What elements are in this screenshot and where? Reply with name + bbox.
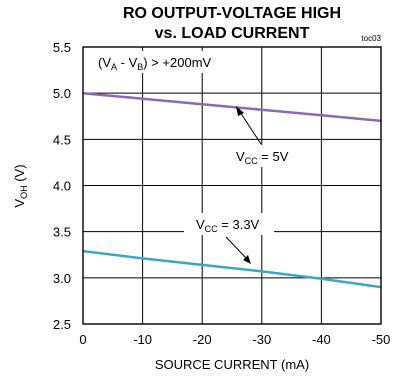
- x-axis-label: SOURCE CURRENT (mA): [155, 357, 309, 372]
- series-2-label: VCC = 3.3V: [196, 217, 260, 234]
- series-line-2: [82, 249, 382, 289]
- series-line-1: [82, 91, 382, 123]
- y-axis-label: VOH (V): [12, 164, 29, 207]
- x-tick-label: -10: [133, 332, 152, 347]
- series-lines: [82, 91, 382, 289]
- y-tick-label: 4.0: [53, 179, 71, 194]
- chart-title-line1: RO OUTPUT-VOLTAGE HIGH: [123, 5, 341, 22]
- y-tick-label: 3.5: [53, 225, 71, 240]
- y-tick-label: 4.5: [53, 132, 71, 147]
- series-2-pointer-arrowhead: [243, 255, 251, 264]
- y-tick-label: 5.5: [53, 40, 71, 55]
- series-1-label: VCC = 5V: [236, 149, 289, 166]
- x-tick-labels: 0 -10 -20 -30 -40 -50: [79, 332, 390, 347]
- series-2-label-bg: [184, 213, 274, 235]
- x-tick-label: -50: [372, 332, 391, 347]
- condition-label-bg: [92, 51, 228, 73]
- plot-grid: [82, 46, 382, 325]
- x-tick-label: 0: [79, 332, 86, 347]
- series-1-label-bg: [224, 145, 300, 167]
- plot-frame: [82, 46, 382, 325]
- series-2-pointer: [225, 236, 247, 259]
- chart-title-line2: vs. LOAD CURRENT: [155, 25, 310, 42]
- x-tick-label: -40: [312, 332, 331, 347]
- y-tick-label: 3.0: [53, 271, 71, 286]
- y-tick-label: 5.0: [53, 86, 71, 101]
- series-1-pointer-arrowhead: [236, 106, 244, 116]
- y-tick-labels: 2.5 3.0 3.5 4.0 4.5 5.0 5.5: [53, 40, 71, 332]
- x-tick-label: -20: [193, 332, 212, 347]
- series-1-pointer: [239, 111, 262, 145]
- condition-label: (VA - VB) > +200mV: [98, 55, 212, 72]
- figure-tag: toc03: [361, 34, 381, 43]
- x-tick-label: -30: [252, 332, 271, 347]
- y-tick-label: 2.5: [53, 317, 71, 332]
